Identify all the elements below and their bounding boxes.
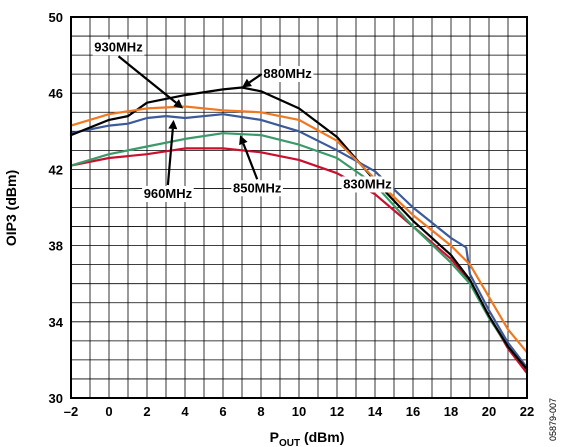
x-tick-label: 20 [482, 404, 496, 419]
x-axis-title-sub: OUT [279, 438, 300, 447]
annotation-label-bg [231, 180, 283, 197]
series-line-850mhz [69, 132, 529, 371]
y-tick-label: 38 [49, 239, 63, 254]
x-tick-label: 12 [330, 404, 344, 419]
x-tick-label: 16 [406, 404, 420, 419]
x-tick-label: 14 [368, 404, 383, 419]
series-line-930mhz [69, 105, 529, 354]
annotation-label-850mhz: 850MHz [233, 180, 282, 195]
annotation-arrowhead [242, 78, 252, 88]
annotation-label-880mhz: 880MHz [263, 66, 312, 81]
x-tick-label: 10 [292, 404, 306, 419]
x-tick-label: 8 [257, 404, 264, 419]
y-tick-label: 46 [49, 86, 63, 101]
series-line-960mhz [69, 113, 529, 369]
annotation-label-960mhz: 960MHz [144, 186, 193, 201]
annotation-arrow [117, 55, 177, 104]
annotation-label-bg [142, 185, 194, 202]
x-tick-label: 0 [105, 404, 112, 419]
y-axis-title: OIP3 (dBm) [3, 170, 19, 246]
x-axis-title-main: P [270, 429, 279, 445]
plot-frame [70, 16, 528, 399]
annotation-arrowhead [239, 135, 248, 146]
x-axis-title-unit: (dBm) [300, 429, 344, 445]
x-axis-title: POUT (dBm) [270, 429, 345, 447]
y-tick-label: 42 [49, 162, 63, 177]
annotation-arrow [248, 73, 263, 84]
annotation-arrowhead [168, 119, 178, 130]
annotation-label-bg [92, 39, 145, 56]
y-tick-label: 50 [49, 10, 63, 25]
figure-id: 05879-007 [548, 398, 558, 441]
x-tick-label: 4 [181, 404, 189, 419]
annotation-label-bg [261, 65, 314, 82]
annotation-label-bg [341, 176, 394, 193]
x-tick-label: 22 [520, 404, 534, 419]
series-layer [69, 86, 529, 375]
x-tick-label: 2 [143, 404, 150, 419]
x-tick-label: 6 [219, 404, 226, 419]
y-tick-label: 30 [49, 391, 63, 406]
annotation-label-930mhz: 930MHz [94, 39, 143, 54]
annotation-arrowhead [173, 99, 184, 109]
annotation-arrow [242, 143, 259, 180]
x-tick-label: 18 [444, 404, 458, 419]
annotation-arrow [166, 128, 174, 186]
y-tick-label: 34 [49, 315, 64, 330]
x-tick-label: –2 [64, 404, 78, 419]
annotation-label-830mhz: 830MHz [343, 176, 392, 191]
annotations: 930MHz 880MHz 960MHz 850MHz 830MHz [92, 39, 394, 202]
series-line-880mhz [69, 86, 529, 371]
